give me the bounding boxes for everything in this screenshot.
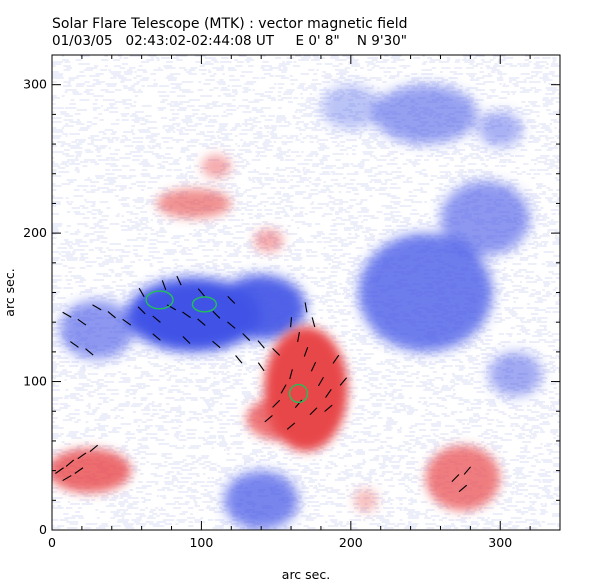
vector-13 xyxy=(257,340,265,349)
vector-40 xyxy=(304,302,308,313)
vector-2 xyxy=(92,304,102,311)
contour-0 xyxy=(145,290,174,310)
vector-14 xyxy=(272,347,281,356)
y-axis-label: arc sec. xyxy=(2,268,17,316)
chart-title: Solar Flare Telescope (MTK) : vector mag… xyxy=(52,16,408,32)
vector-5 xyxy=(137,306,146,315)
vector-0 xyxy=(62,311,72,318)
vector-16 xyxy=(85,348,94,356)
negative-region-8 xyxy=(477,111,523,148)
vector-4 xyxy=(122,318,132,326)
vector-39 xyxy=(286,422,296,430)
vector-53 xyxy=(458,484,468,493)
vector-9 xyxy=(197,318,206,326)
vector-6 xyxy=(152,315,161,323)
vector-23 xyxy=(182,336,191,344)
positive-region-7 xyxy=(353,488,378,513)
negative-region-7 xyxy=(223,470,299,530)
contour-1 xyxy=(191,296,218,313)
vector-51 xyxy=(451,474,460,482)
positive-region-6 xyxy=(253,228,284,253)
vector-28 xyxy=(297,332,300,343)
vector-35 xyxy=(294,399,303,409)
positive-region-5 xyxy=(201,154,232,179)
vector-19 xyxy=(176,275,182,286)
vector-37 xyxy=(324,404,333,412)
vector-30 xyxy=(310,361,317,372)
vector-17 xyxy=(138,287,145,298)
vector-34 xyxy=(280,384,287,394)
vector-38 xyxy=(272,399,281,408)
vector-29 xyxy=(303,346,309,357)
positive-region-2 xyxy=(52,448,132,493)
negative-region-2 xyxy=(59,299,135,360)
vector-26 xyxy=(257,362,265,372)
chart-subtitle: 01/03/05 02:43:02-02:44:08 UT E 0' 8" N … xyxy=(52,33,407,49)
y-tick-label-0: 0 xyxy=(39,522,47,537)
vector-10 xyxy=(212,310,221,319)
vector-33 xyxy=(289,369,293,380)
plot-area xyxy=(52,55,560,530)
negative-region-1 xyxy=(216,274,306,340)
x-tick-label-200: 200 xyxy=(339,535,363,550)
vector-36 xyxy=(309,407,318,416)
x-tick-label-100: 100 xyxy=(189,535,213,550)
vector-46 xyxy=(65,459,75,467)
x-tick-label-300: 300 xyxy=(488,535,512,550)
negative-region-5 xyxy=(373,84,478,145)
vector-42 xyxy=(332,354,340,364)
y-tick-label-300: 300 xyxy=(23,77,47,92)
negative-region-6 xyxy=(488,351,543,397)
vector-11 xyxy=(227,321,236,329)
vector-27 xyxy=(290,317,293,328)
vector-50 xyxy=(89,444,99,452)
negative-region-9 xyxy=(320,84,381,130)
vector-22 xyxy=(152,333,161,341)
contour-2 xyxy=(288,383,309,404)
vector-21 xyxy=(227,295,236,304)
vector-52 xyxy=(463,466,471,475)
vector-20 xyxy=(197,288,206,297)
vector-47 xyxy=(77,452,87,460)
vector-49 xyxy=(74,467,84,474)
positive-region-4 xyxy=(156,188,232,219)
contour-layer xyxy=(145,290,309,404)
vector-43 xyxy=(339,377,347,386)
vector-25 xyxy=(235,355,243,364)
vector-44 xyxy=(264,415,273,423)
y-tick-label-100: 100 xyxy=(23,374,47,389)
positive-region-1 xyxy=(246,396,321,441)
vector-45 xyxy=(55,467,64,474)
axes: 0 100 200 300 0 100 200 300 xyxy=(23,54,561,550)
vector-24 xyxy=(212,340,221,349)
negative-polarity-layer xyxy=(59,84,543,530)
vector-1 xyxy=(77,318,87,326)
vector-12 xyxy=(242,333,251,341)
vector-8 xyxy=(182,311,191,319)
vector-32 xyxy=(325,389,332,398)
positive-region-3 xyxy=(425,445,501,511)
vector-field-layer xyxy=(55,275,471,493)
vector-3 xyxy=(107,311,116,319)
vector-31 xyxy=(317,376,324,387)
vector-48 xyxy=(62,475,72,482)
negative-region-4 xyxy=(440,181,531,256)
x-tick-label-0: 0 xyxy=(48,535,56,550)
negative-region-3 xyxy=(358,233,493,352)
x-axis-label: arc sec. xyxy=(282,567,330,582)
vector-18 xyxy=(161,280,167,290)
vector-41 xyxy=(311,317,316,328)
vector-15 xyxy=(70,341,79,348)
y-tick-label-200: 200 xyxy=(23,225,47,240)
positive-polarity-layer xyxy=(52,154,501,513)
